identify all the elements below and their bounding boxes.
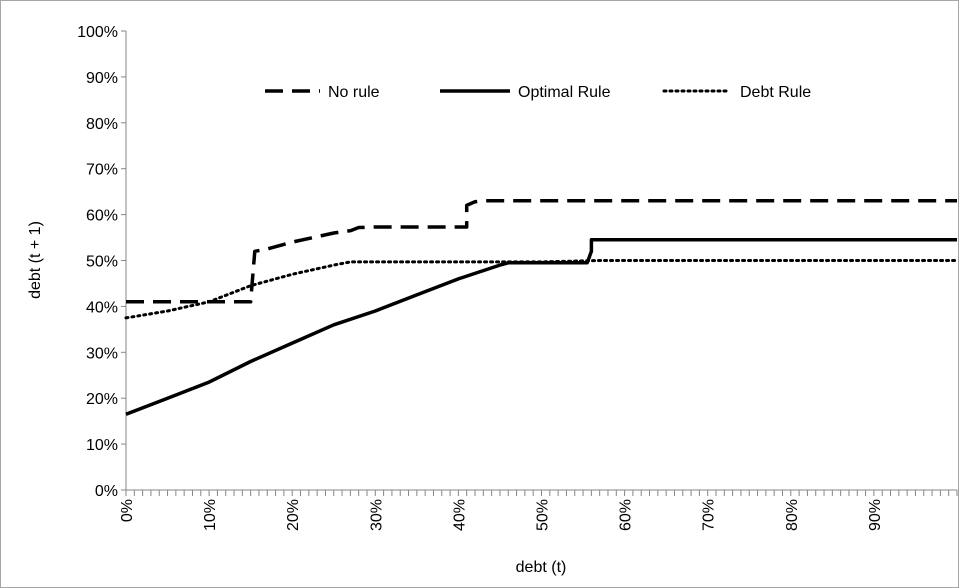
series-line-debt-rule [124, 259, 959, 320]
y-tick-label: 0% [95, 483, 118, 500]
x-tick-label: 70% [701, 499, 718, 531]
x-tick-label: 60% [618, 499, 635, 531]
y-tick-label: 100% [77, 24, 118, 41]
y-tick-label: 70% [86, 162, 118, 179]
x-tick-label: 0% [119, 499, 136, 522]
y-tick-label: 10% [86, 437, 118, 454]
legend-label: Debt Rule [740, 84, 811, 101]
y-tick-label: 30% [86, 345, 118, 362]
y-tick-label: 90% [86, 70, 118, 87]
x-tick-label: 30% [368, 499, 385, 531]
legend-label: No rule [328, 84, 380, 101]
x-tick-label: 50% [535, 499, 552, 531]
y-tick-label: 80% [86, 116, 118, 133]
x-tick-label: 10% [202, 499, 219, 531]
y-tick-label: 50% [86, 254, 118, 271]
series-layer [124, 199, 959, 416]
series-line-no-rule [126, 199, 957, 304]
y-tick-label: 40% [86, 299, 118, 316]
x-tick-label: 20% [285, 499, 302, 531]
series-line-optimal-rule [125, 238, 957, 416]
y-axis-title: debt (t + 1) [27, 221, 44, 299]
x-tick-label: 90% [867, 499, 884, 531]
legend-label: Optimal Rule [518, 84, 611, 101]
y-tick-label: 60% [86, 208, 118, 225]
y-axis: 0% 10% 20% 30% 40% 50% 60% 70% 80% 90% 100% [77, 24, 127, 500]
x-axis: 0% 10% 20% 30% 40% 50% 60% 70% 80% 90% [119, 489, 958, 531]
legend: No rule Optimal Rule Debt Rule [265, 84, 811, 101]
y-tick-label: 20% [86, 391, 118, 408]
x-axis-title: debt (t) [516, 559, 567, 576]
x-tick-label: 40% [451, 499, 468, 531]
x-tick-label: 80% [784, 499, 801, 531]
